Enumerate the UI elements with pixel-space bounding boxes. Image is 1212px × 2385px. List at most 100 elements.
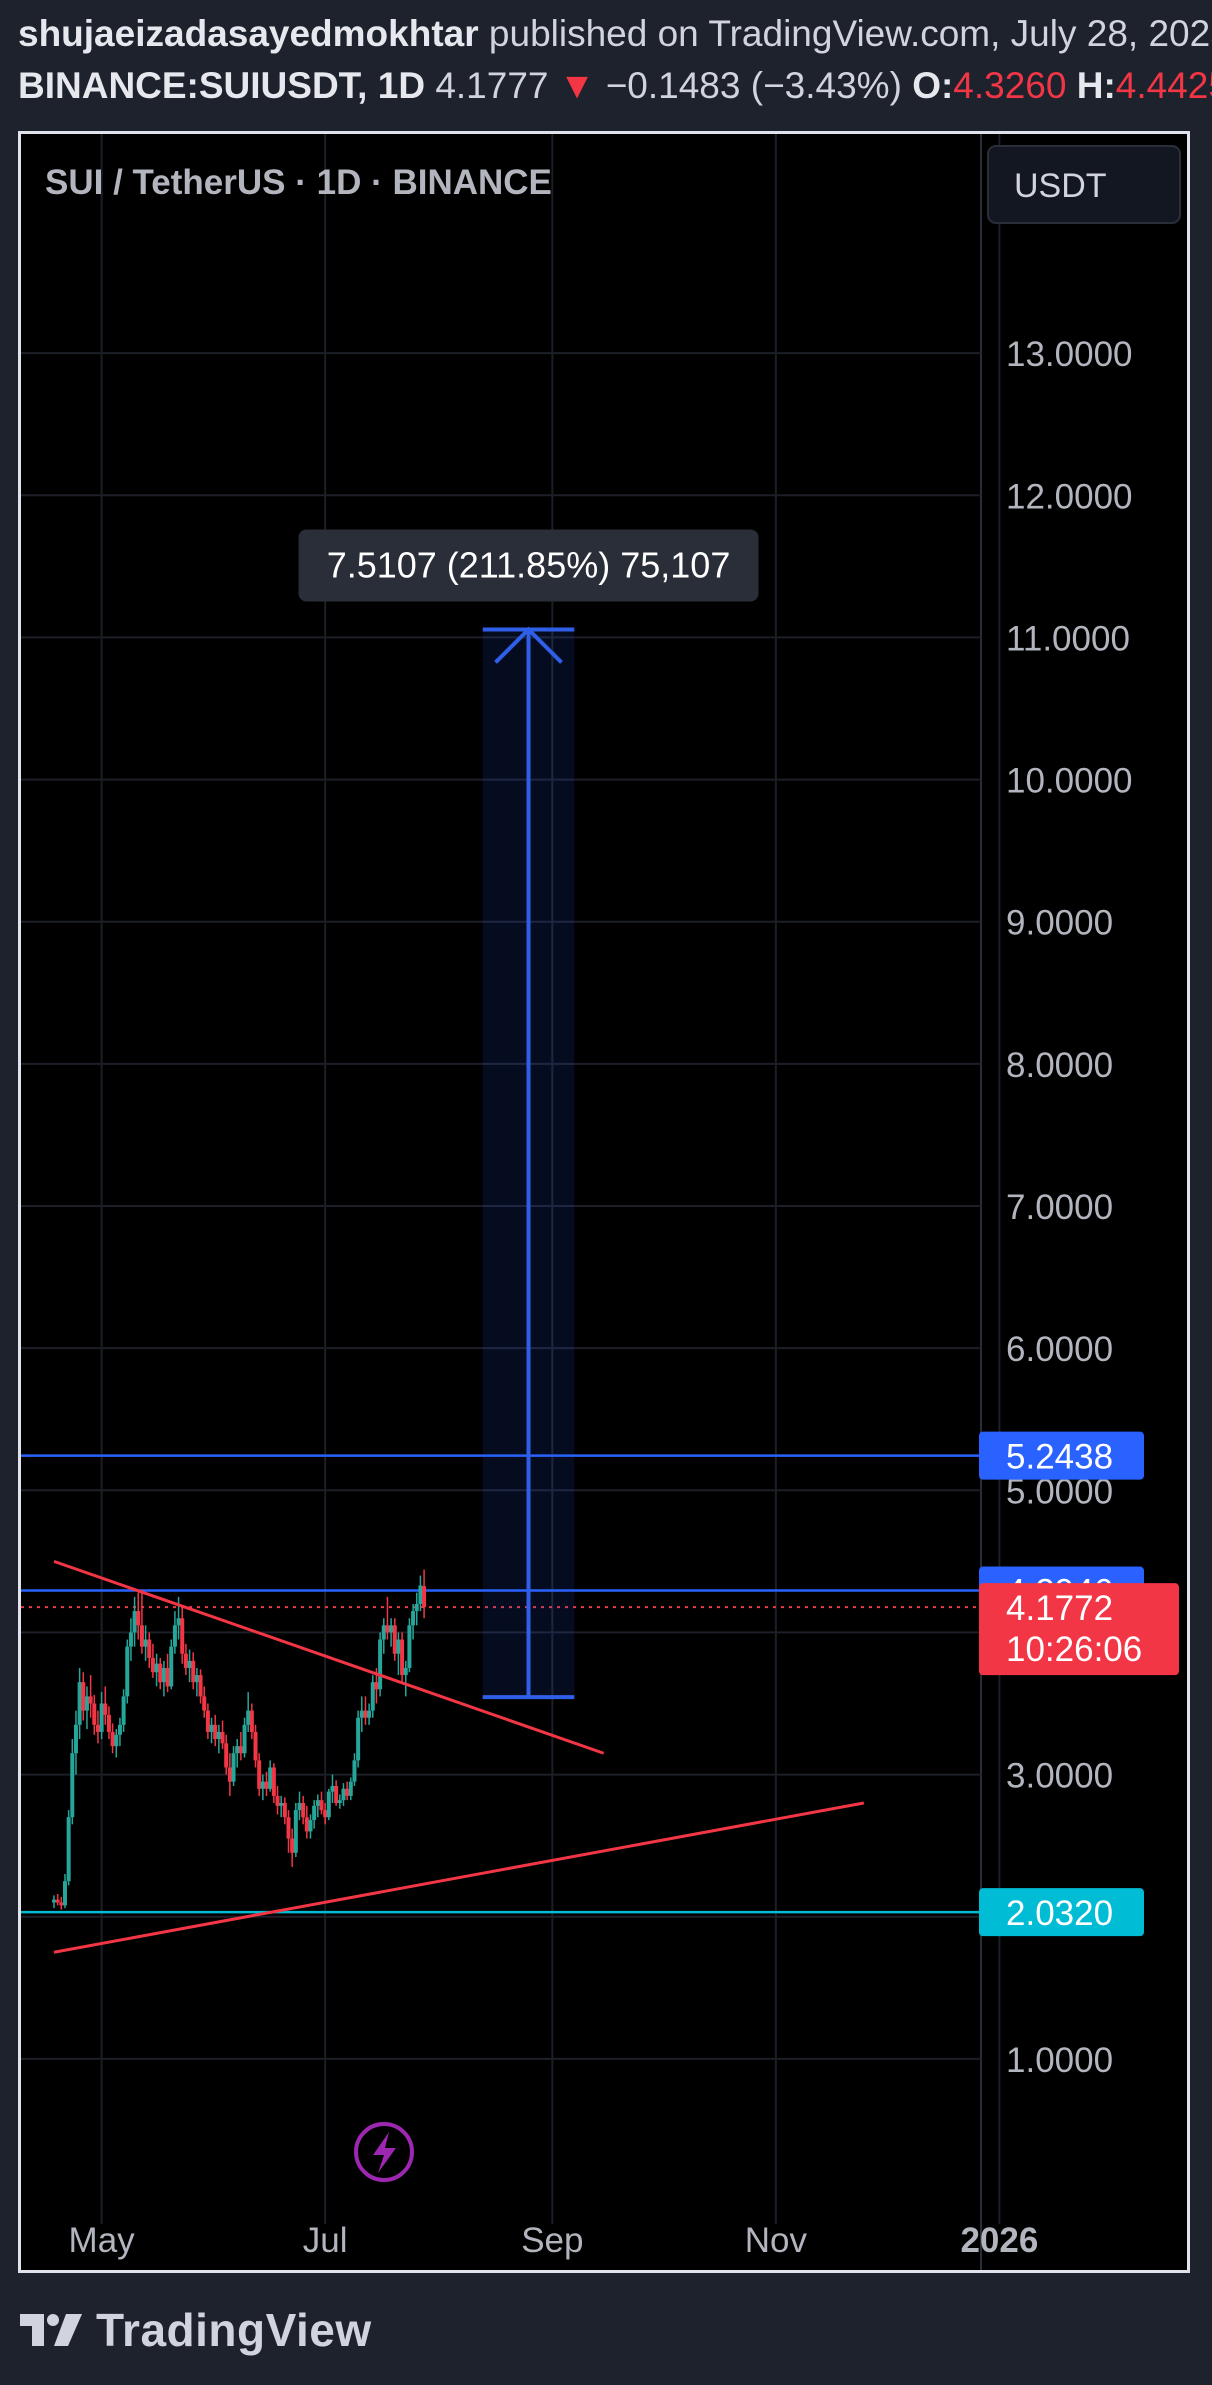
countdown-label: 10:26:06: [1006, 1630, 1142, 1669]
currency-button[interactable]: USDT: [987, 145, 1181, 224]
candle-body: [110, 1731, 115, 1747]
candle-body: [422, 1586, 427, 1608]
candle-body: [161, 1667, 166, 1683]
trendline[interactable]: [53, 1559, 605, 1755]
candle-body: [242, 1724, 247, 1754]
candle-body: [348, 1781, 353, 1796]
y-tick-label: 11.0000: [1006, 619, 1130, 658]
candle-body: [238, 1746, 243, 1754]
candle-body: [143, 1639, 148, 1647]
candle-body: [121, 1696, 126, 1725]
chart-header: shujaeizadasayedmokhtar published on Tra…: [18, 8, 1212, 112]
candle-body: [385, 1625, 390, 1633]
y-tick-label: 9.0000: [1006, 904, 1113, 943]
candle-body: [301, 1803, 306, 1818]
symbol-line: BINANCE:SUIUSDT, 1D 4.1777 ▼ −0.1483 (−3…: [18, 60, 1212, 112]
chart-area[interactable]: 7.5107 (211.85%) 75,107 1.0000 3.0000 5.00…: [18, 131, 1190, 2273]
candle-body: [345, 1788, 350, 1796]
candle-body: [81, 1682, 86, 1711]
candle-body: [51, 1899, 56, 1903]
y-tick-label: 1.0000: [1006, 2041, 1113, 2080]
candle-body: [172, 1625, 177, 1647]
price-badge: [979, 1888, 1144, 1937]
currency-button-label[interactable]: USDT: [1014, 167, 1107, 205]
candle-body: [106, 1714, 111, 1732]
y-tick-label: 13.0000: [1006, 335, 1133, 374]
candle-body: [378, 1639, 383, 1690]
candle-body: [249, 1710, 254, 1732]
candle-body: [418, 1585, 423, 1604]
candle-body: [293, 1810, 298, 1853]
change-value: −0.1483 (−3.43%): [605, 65, 902, 106]
candle-body: [88, 1696, 93, 1704]
candle-body: [235, 1746, 240, 1754]
candle-body: [312, 1805, 317, 1821]
candle-body: [290, 1838, 295, 1853]
candle-body: [216, 1731, 221, 1740]
x-tick-label: May: [69, 2221, 136, 2260]
candle-body: [271, 1767, 276, 1796]
trendline[interactable]: [53, 1801, 865, 1954]
candle-body: [147, 1639, 152, 1659]
candle-body: [363, 1710, 368, 1718]
candle-body: [334, 1785, 339, 1803]
tradingview-footer[interactable]: TradingView: [18, 2300, 372, 2360]
candle-body: [154, 1663, 159, 1673]
candle-body: [158, 1663, 163, 1683]
candle-body: [268, 1767, 273, 1789]
candle-body: [337, 1800, 342, 1803]
price-badge-label: 2.0320: [1006, 1894, 1113, 1933]
candle-body: [55, 1899, 60, 1903]
price-chart[interactable]: 7.5107 (211.85%) 75,107 1.00003.00005.00…: [21, 134, 1187, 2270]
x-tick-label: Sep: [521, 2221, 583, 2260]
candle-body: [392, 1625, 397, 1654]
candle-body: [367, 1710, 372, 1718]
candle-body: [330, 1785, 335, 1792]
candle-body: [187, 1660, 192, 1668]
candle-body: [191, 1660, 196, 1683]
author-name[interactable]: shujaeizadasayedmokhtar: [18, 13, 479, 54]
open-value: 4.3260: [953, 65, 1067, 106]
chart-title: SUI / TetherUS · 1D · BINANCE: [45, 163, 552, 202]
candle-body: [132, 1611, 137, 1633]
y-tick-label: 12.0000: [1006, 477, 1133, 516]
candle-body: [95, 1724, 100, 1732]
candle-body: [396, 1639, 401, 1654]
candle-body: [227, 1767, 232, 1782]
candle-body: [103, 1703, 108, 1715]
candle-body: [282, 1803, 287, 1818]
candle-body: [308, 1820, 313, 1832]
measure-arrow-head: [494, 626, 563, 664]
candle-body: [150, 1658, 155, 1673]
candle-body: [92, 1703, 97, 1725]
candle-body: [125, 1646, 130, 1697]
candle-body: [139, 1625, 144, 1647]
y-tick-label: 6.0000: [1006, 1330, 1113, 1369]
candle-body: [77, 1682, 82, 1725]
candle-body: [279, 1803, 284, 1806]
measure-label-box: [298, 529, 759, 602]
candle-body: [264, 1781, 269, 1789]
candle-body: [370, 1682, 375, 1711]
tradingview-logo-icon: [20, 2314, 82, 2346]
candle-body: [220, 1731, 225, 1744]
symbol-name: BINANCE:SUIUSDT, 1D: [18, 65, 426, 106]
x-tick-label: Jul: [303, 2221, 348, 2260]
lightning-icon[interactable]: [354, 2122, 414, 2182]
candle-body: [319, 1800, 324, 1811]
candle-body: [286, 1817, 291, 1839]
candle-body: [165, 1667, 170, 1687]
candle-body: [231, 1753, 236, 1782]
last-price-label: 4.1772: [1006, 1589, 1113, 1628]
y-tick-label: 7.0000: [1006, 1188, 1113, 1227]
y-tick-label: 10.0000: [1006, 762, 1133, 801]
candle-body: [198, 1675, 203, 1697]
price-badge: [979, 1431, 1144, 1480]
candle-body: [275, 1795, 280, 1806]
candle-body: [114, 1734, 119, 1747]
candle-body: [374, 1682, 379, 1690]
candle-body: [260, 1781, 265, 1789]
high-value: 4.4425: [1115, 65, 1212, 106]
candle-body: [352, 1760, 357, 1782]
candle-body: [169, 1646, 174, 1687]
